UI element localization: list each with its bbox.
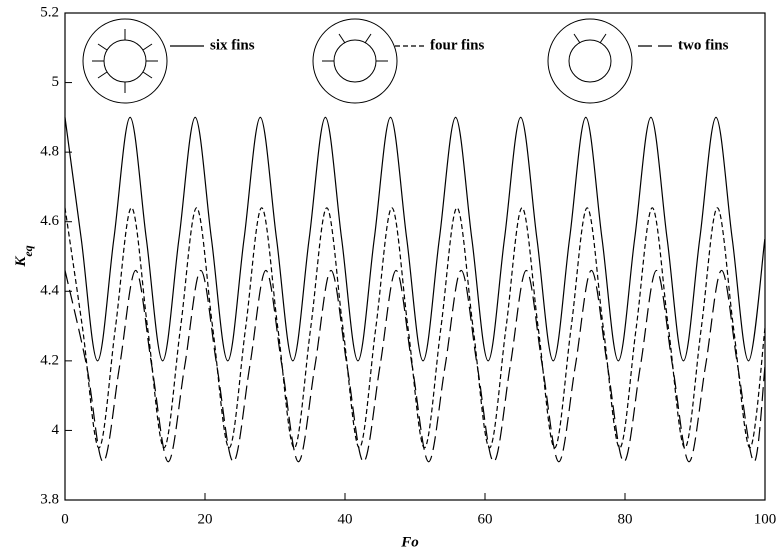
y-axis-label: Keq xyxy=(13,245,34,267)
x-tick-label: 100 xyxy=(754,511,777,527)
y-tick-label: 4.2 xyxy=(40,352,59,368)
plot-frame xyxy=(64,12,766,501)
legend-label: two fins xyxy=(678,37,729,53)
x-tick-label: 0 xyxy=(61,511,69,527)
y-tick-label: 4.8 xyxy=(40,144,59,160)
legend-label: six fins xyxy=(210,37,255,53)
inset-schematics xyxy=(82,18,633,104)
series-line xyxy=(64,207,766,449)
y-tick-label: 5 xyxy=(52,74,60,90)
x-tick-label: 80 xyxy=(618,511,633,527)
x-tick-label: 60 xyxy=(478,511,493,527)
y-tick-label: 4.4 xyxy=(40,283,59,299)
y-axis-label-subscript: eq xyxy=(21,245,35,256)
y-tick-label: 4 xyxy=(52,422,60,438)
series-line xyxy=(64,269,766,463)
series-line xyxy=(64,116,766,362)
x-tick-label: 20 xyxy=(198,511,213,527)
y-tick-label: 4.6 xyxy=(40,213,59,229)
legend-label: four fins xyxy=(430,37,484,53)
y-tick-label: 5.2 xyxy=(40,4,59,20)
x-axis-label: Fo xyxy=(400,534,419,550)
y-tick-label: 3.8 xyxy=(40,491,59,507)
x-tick-label: 40 xyxy=(338,511,353,527)
y-axis-label-main: K xyxy=(13,256,29,268)
